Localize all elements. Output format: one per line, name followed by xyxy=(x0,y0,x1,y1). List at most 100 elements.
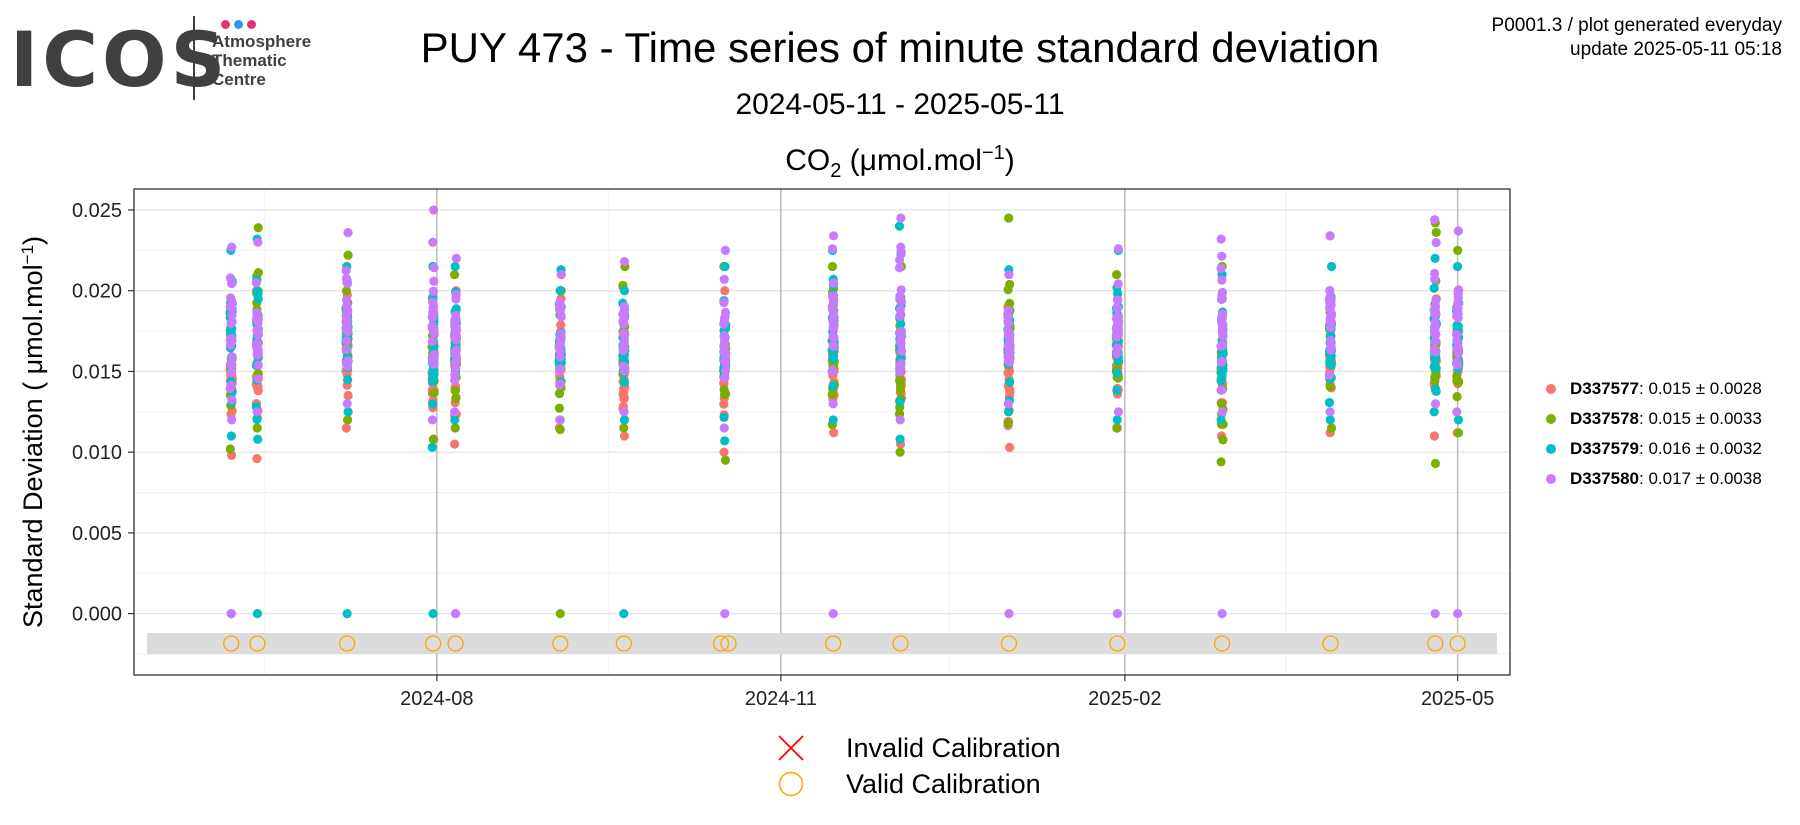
data-point-D337580 xyxy=(1003,312,1013,322)
data-point-D337580 xyxy=(429,359,439,369)
data-point-D337580 xyxy=(428,286,438,296)
valid-calibration-marker xyxy=(223,635,240,652)
data-point-D337580 xyxy=(1003,330,1013,340)
data-point-D337580 xyxy=(827,244,838,254)
data-point-D337578 xyxy=(1005,298,1015,308)
data-point-D337580 xyxy=(1216,341,1226,351)
cross-icon xyxy=(778,735,804,761)
data-point-D337580 xyxy=(1003,399,1013,409)
logo-dot xyxy=(247,20,256,29)
data-point-D337580 xyxy=(225,273,236,283)
data-point-D337580 xyxy=(1430,609,1440,619)
plot-meta: P0001.3 / plot generated everyday update… xyxy=(1492,14,1782,62)
data-point-D337579 xyxy=(1431,354,1441,364)
data-point-D337579 xyxy=(894,221,905,231)
data-point-D337580 xyxy=(897,327,907,337)
valid-calibration-marker xyxy=(615,635,632,652)
data-point-D337579 xyxy=(252,609,262,619)
data-point-D337578 xyxy=(895,447,905,457)
x-tick-label: 2024-11 xyxy=(745,688,817,710)
legend-item: D337577: 0.015 ± 0.0028 xyxy=(1538,374,1762,404)
data-point-D337577 xyxy=(829,428,839,438)
valid-calibration-marker xyxy=(249,635,266,652)
data-point-D337580 xyxy=(719,274,729,284)
data-point-D337580 xyxy=(1430,336,1441,346)
data-point-D337578 xyxy=(253,268,264,278)
data-point-D337577 xyxy=(1005,442,1015,452)
valid-calibration-marker xyxy=(1449,635,1466,652)
data-point-D337577 xyxy=(341,423,351,433)
data-point-D337579 xyxy=(828,381,838,391)
legend-sd: 0.0033 xyxy=(1709,409,1762,428)
data-point-D337580 xyxy=(251,278,261,288)
logo-subtitle: Atmosphere Thematic Centre xyxy=(212,32,311,89)
data-point-D337580 xyxy=(253,360,263,370)
data-point-D337579 xyxy=(1326,261,1337,272)
data-point-D337577 xyxy=(619,392,629,402)
data-point-D337580 xyxy=(895,311,905,321)
data-point-D337580 xyxy=(828,340,838,351)
data-point-D337578 xyxy=(555,424,565,435)
valid-calibration-marker xyxy=(712,635,730,652)
x-tick-label: 2025-05 xyxy=(1421,688,1494,710)
data-point-D337579 xyxy=(1429,362,1439,372)
data-point-D337580 xyxy=(720,245,731,255)
legend-label: Valid Calibration xyxy=(846,769,1041,799)
data-point-D337579 xyxy=(895,397,905,407)
data-point-D337580 xyxy=(342,361,352,371)
y-tick-label: 0.020 xyxy=(72,281,122,303)
data-point-D337580 xyxy=(343,227,353,238)
data-point-D337580 xyxy=(829,278,839,288)
data-point-D337579 xyxy=(1429,407,1439,417)
data-point-D337579 xyxy=(720,436,730,446)
data-point-D337580 xyxy=(555,364,565,374)
data-point-D337579 xyxy=(342,609,352,619)
data-point-D337579 xyxy=(619,415,630,425)
data-point-D337578 xyxy=(554,403,565,413)
data-point-D337580 xyxy=(451,289,461,300)
data-point-D337580 xyxy=(252,407,262,417)
data-point-D337578 xyxy=(720,455,731,465)
data-point-D337580 xyxy=(619,257,630,267)
y-axis-label: Standard Deviation ( μmol.mol−1) xyxy=(18,236,49,628)
data-point-D337578 xyxy=(451,393,461,403)
data-point-D337580 xyxy=(895,415,905,425)
data-point-D337578 xyxy=(1453,245,1463,255)
plot-border xyxy=(133,188,1511,676)
data-point-D337579 xyxy=(343,407,353,417)
data-point-D337579 xyxy=(1005,377,1015,387)
data-point-D337578 xyxy=(555,609,565,619)
data-point-D337580 xyxy=(342,399,352,409)
data-point-D337580 xyxy=(227,415,237,425)
data-point-D337579 xyxy=(1217,372,1227,382)
data-point-D337580 xyxy=(619,407,629,417)
data-point-D337580 xyxy=(1112,343,1122,353)
plot-title-unit: (μmol.mol xyxy=(841,144,982,177)
data-point-D337579 xyxy=(619,609,629,619)
data-point-D337580 xyxy=(1326,335,1336,346)
data-point-D337580 xyxy=(1430,322,1440,333)
data-point-D337580 xyxy=(828,399,838,409)
data-point-D337580 xyxy=(554,343,565,353)
data-point-D337580 xyxy=(828,609,838,619)
data-point-D337580 xyxy=(556,269,566,280)
plot-title-end: ) xyxy=(1004,144,1015,177)
data-point-D337579 xyxy=(895,434,905,444)
data-point-D337580 xyxy=(450,609,461,619)
data-point-D337580 xyxy=(719,297,729,308)
data-point-D337580 xyxy=(1453,342,1463,352)
data-point-D337580 xyxy=(618,316,628,326)
y-tick-label: 0.005 xyxy=(72,523,122,545)
data-point-D337580 xyxy=(896,338,906,348)
data-point-D337579 xyxy=(428,376,438,387)
data-point-D337579 xyxy=(253,294,263,304)
data-point-D337578 xyxy=(252,423,262,433)
logo-line: Atmosphere xyxy=(212,32,312,51)
legend-mean: 0.015 xyxy=(1648,379,1692,398)
valid-calibration-marker xyxy=(892,635,909,652)
data-point-D337580 xyxy=(427,336,437,346)
data-point-D337580 xyxy=(720,307,731,318)
plot-title-subscript: 2 xyxy=(830,160,842,182)
data-point-D337580 xyxy=(618,361,629,371)
data-point-D337578 xyxy=(343,250,353,260)
